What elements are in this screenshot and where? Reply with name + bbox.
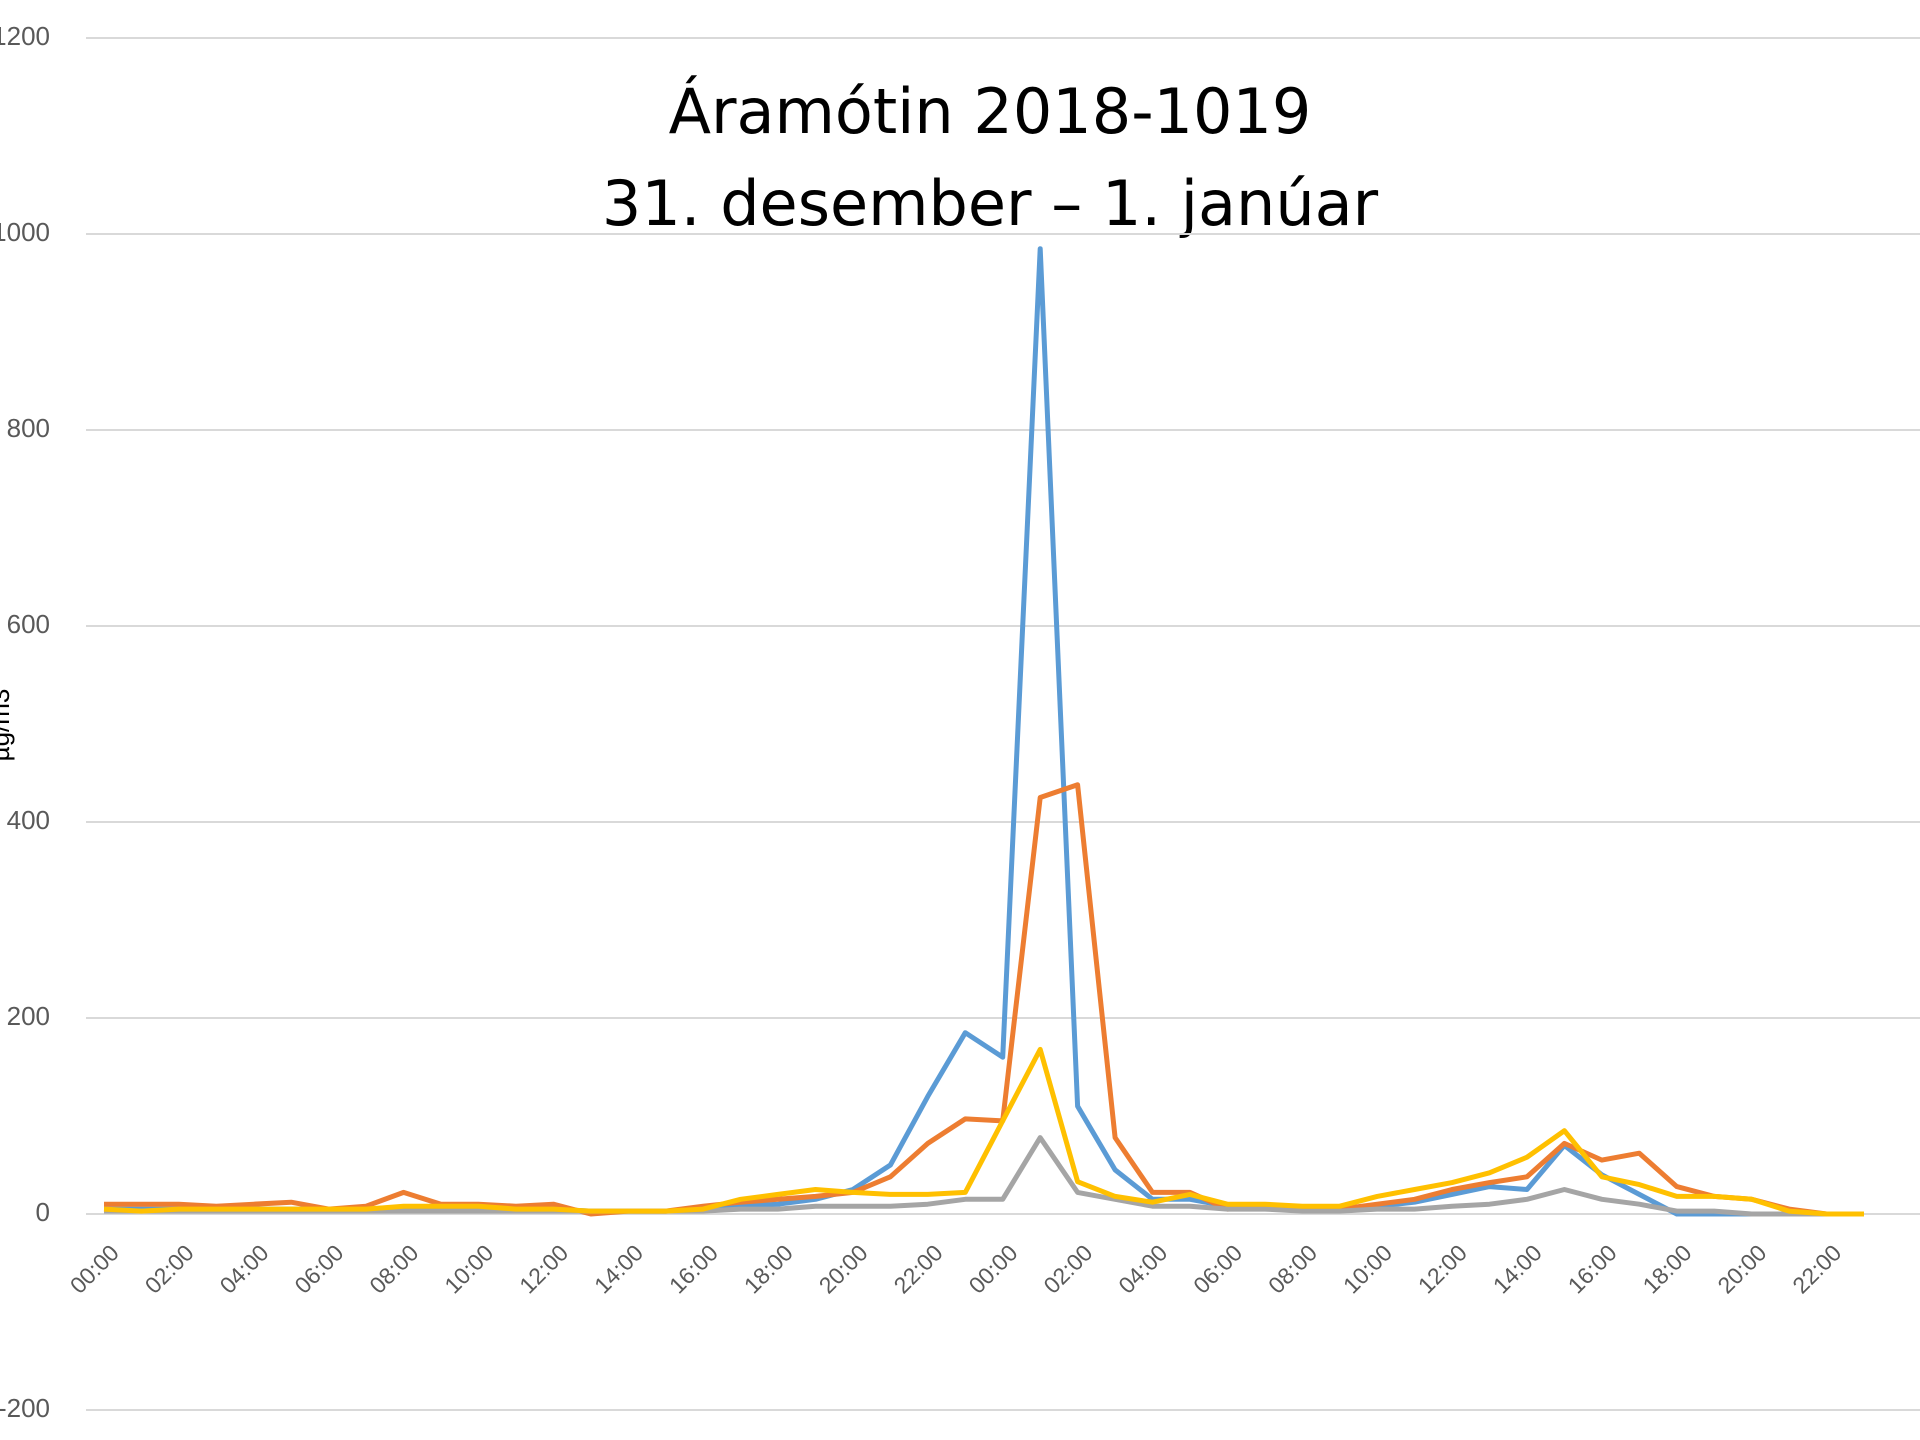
y-axis-label: µg/m3 [0,689,15,762]
y-tick-label: 0 [36,1197,50,1227]
x-tick-label: 10:00 [439,1239,498,1298]
y-tick-label: 200 [7,1001,50,1031]
x-tick-label: 18:00 [1638,1239,1697,1298]
series-line [103,1046,1864,1217]
y-tick-label: 1000 [0,217,50,247]
x-tick-label: 18:00 [739,1239,798,1298]
series-line [104,1135,1864,1217]
x-tick-label: 02:00 [140,1239,199,1298]
chart-title: Áramótin 2018-1019 [669,74,1312,148]
y-tick-label: -200 [0,1393,50,1423]
y-tick-label: 1200 [0,21,50,51]
x-tick-label: 00:00 [963,1239,1022,1298]
x-tick-label: 10:00 [1338,1239,1397,1298]
x-tick-label: 14:00 [589,1239,648,1298]
x-tick-label: 06:00 [1188,1239,1247,1298]
x-tick-label: 04:00 [215,1239,274,1298]
series-line [104,246,1864,1217]
y-tick-label: 400 [7,805,50,835]
x-tick-label: 16:00 [1563,1239,1622,1298]
x-tick-label: 06:00 [289,1239,348,1298]
x-tick-label: 08:00 [1263,1239,1322,1298]
x-tick-label: 12:00 [514,1239,573,1298]
y-tick-label: 800 [7,413,50,443]
x-tick-label: 02:00 [1038,1239,1097,1298]
x-tick-label: 08:00 [364,1239,423,1298]
x-tick-label: 00:00 [65,1239,124,1298]
x-tick-label: 12:00 [1413,1239,1472,1298]
x-tick-label: 04:00 [1113,1239,1172,1298]
y-tick-label: 600 [7,609,50,639]
x-tick-label: 20:00 [814,1239,873,1298]
x-tick-label: 22:00 [1787,1239,1846,1298]
x-tick-label: 20:00 [1712,1239,1771,1298]
series-line [104,782,1864,1217]
chart-subtitle: 31. desember – 1. janúar [602,167,1379,240]
x-tick-label: 14:00 [1488,1239,1547,1298]
x-tick-label: 22:00 [889,1239,948,1298]
x-tick-label: 16:00 [664,1239,723,1298]
